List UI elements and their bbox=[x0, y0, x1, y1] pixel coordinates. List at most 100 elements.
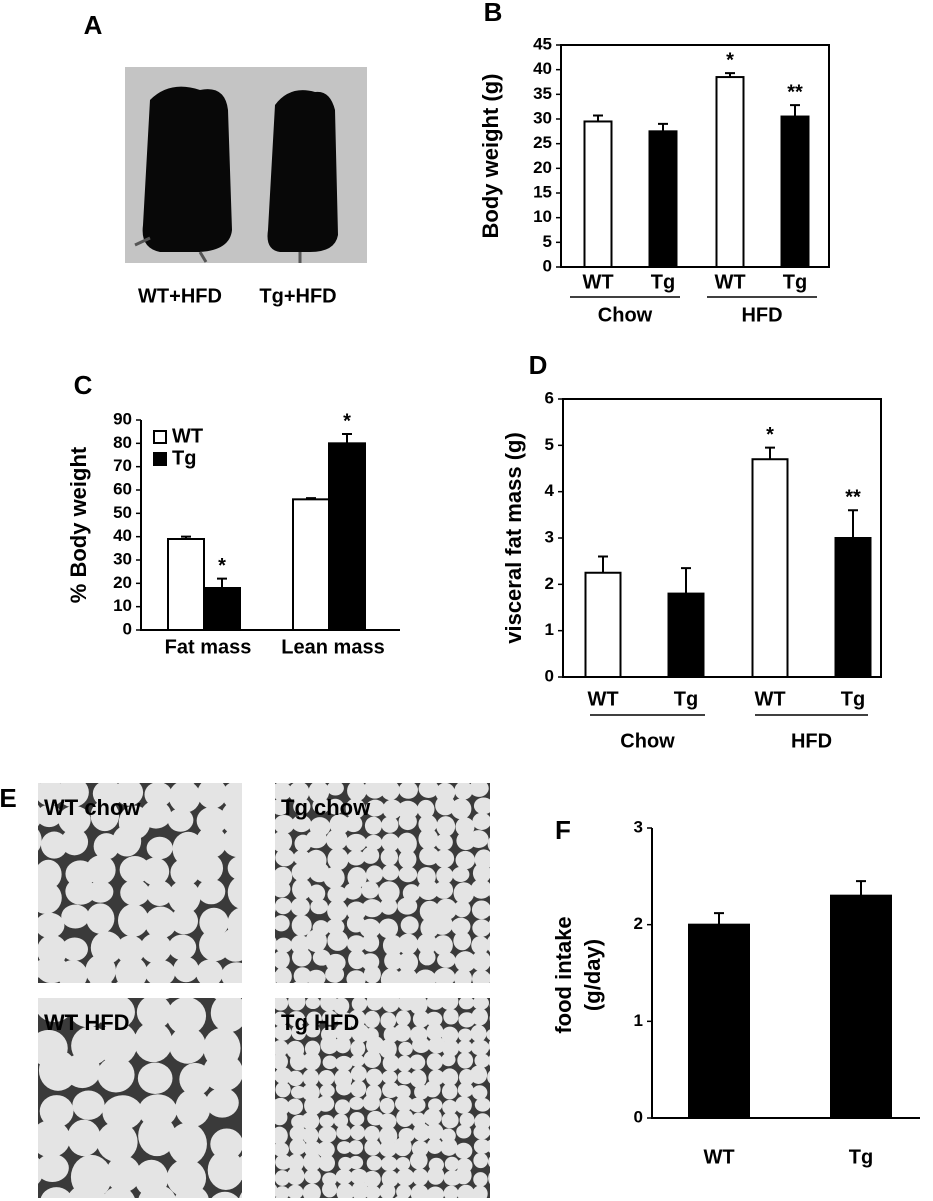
cell bbox=[196, 806, 228, 835]
cell bbox=[275, 1109, 288, 1126]
cell bbox=[322, 1010, 338, 1025]
cell bbox=[257, 1082, 272, 1098]
cell bbox=[61, 937, 88, 961]
cell bbox=[325, 965, 345, 983]
cell bbox=[492, 985, 512, 1006]
cell bbox=[38, 888, 43, 911]
cell bbox=[145, 749, 177, 780]
cell bbox=[312, 797, 330, 814]
cell bbox=[275, 1026, 278, 1038]
cell bbox=[326, 783, 344, 796]
cell bbox=[393, 1137, 412, 1157]
cell bbox=[199, 907, 229, 938]
x-tick-label: Tg bbox=[849, 1146, 873, 1168]
photo-caption: WT+HFD bbox=[138, 285, 222, 307]
cell bbox=[345, 833, 367, 852]
error-bar bbox=[714, 912, 724, 925]
cell bbox=[457, 1184, 475, 1198]
cell bbox=[451, 866, 470, 882]
cell bbox=[253, 831, 273, 849]
cell bbox=[458, 998, 475, 1010]
bar bbox=[583, 120, 613, 269]
cell bbox=[254, 763, 274, 785]
cell bbox=[361, 846, 380, 864]
cell bbox=[472, 812, 490, 830]
cell bbox=[256, 851, 273, 866]
cell bbox=[457, 1028, 473, 1042]
cell bbox=[433, 967, 456, 983]
cell bbox=[417, 879, 439, 900]
cell bbox=[424, 1080, 441, 1098]
cell bbox=[275, 1053, 288, 1070]
cell bbox=[455, 1096, 472, 1114]
cell bbox=[379, 1097, 395, 1114]
cell bbox=[211, 1191, 239, 1198]
cell bbox=[325, 762, 344, 779]
cell bbox=[0, 1124, 35, 1157]
x-tick-label: Tg bbox=[841, 688, 865, 710]
cell bbox=[195, 826, 227, 859]
cell bbox=[419, 900, 440, 922]
bar bbox=[667, 592, 705, 678]
panel-label: C bbox=[74, 370, 93, 400]
cell bbox=[303, 1140, 322, 1158]
bar bbox=[203, 587, 241, 631]
cell bbox=[396, 1055, 413, 1072]
cell bbox=[137, 1062, 173, 1095]
y-tick-label: 3 bbox=[634, 817, 643, 836]
cell bbox=[489, 1129, 490, 1136]
cell bbox=[245, 1064, 277, 1100]
cell bbox=[380, 968, 402, 983]
cells bbox=[257, 998, 490, 1198]
y-tick-label: 30 bbox=[533, 108, 552, 127]
cell bbox=[487, 905, 490, 917]
cell bbox=[38, 859, 62, 889]
cell bbox=[493, 851, 511, 869]
x-tick-label: WT bbox=[754, 688, 785, 710]
cell bbox=[489, 972, 490, 981]
cell bbox=[427, 1036, 446, 1054]
cell bbox=[293, 981, 305, 983]
cell bbox=[305, 829, 328, 849]
cell bbox=[398, 951, 419, 973]
cell bbox=[364, 1185, 381, 1198]
cell bbox=[364, 783, 386, 799]
cell bbox=[289, 1138, 307, 1156]
cell bbox=[117, 904, 149, 937]
cell bbox=[418, 828, 439, 850]
cell bbox=[275, 1154, 292, 1170]
y-tick-label: 70 bbox=[113, 456, 132, 475]
cell bbox=[275, 937, 293, 953]
cell bbox=[368, 998, 377, 1000]
cell bbox=[418, 814, 438, 834]
cell bbox=[365, 1068, 383, 1087]
cell bbox=[454, 951, 477, 973]
cell bbox=[471, 900, 490, 920]
cell bbox=[97, 1056, 135, 1093]
cell bbox=[308, 884, 326, 903]
cell bbox=[398, 812, 417, 831]
cell bbox=[397, 1070, 413, 1085]
cell bbox=[489, 1106, 490, 1108]
cell bbox=[39, 1095, 74, 1128]
cell bbox=[175, 1089, 211, 1127]
cell bbox=[469, 1065, 488, 1084]
error-bar bbox=[593, 114, 603, 122]
cell bbox=[409, 1069, 427, 1088]
cell bbox=[409, 1097, 426, 1113]
cell bbox=[414, 998, 424, 1000]
cell bbox=[423, 1108, 442, 1126]
cell bbox=[170, 858, 200, 887]
cell bbox=[275, 1024, 292, 1041]
cell bbox=[386, 998, 396, 1000]
cell bbox=[490, 762, 511, 784]
cell bbox=[292, 878, 312, 900]
cell bbox=[486, 1029, 490, 1041]
cell bbox=[210, 998, 242, 1033]
cell bbox=[489, 1003, 490, 1008]
cell bbox=[173, 956, 199, 983]
cell bbox=[244, 1127, 279, 1164]
mouse bbox=[267, 90, 338, 253]
cell bbox=[327, 847, 349, 871]
